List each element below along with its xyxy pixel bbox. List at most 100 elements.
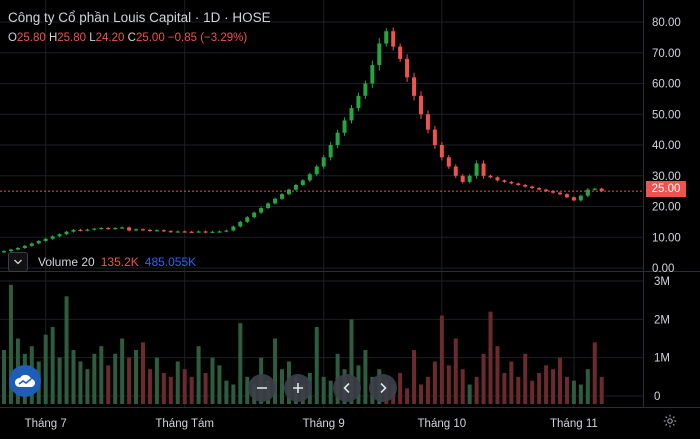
candle-body xyxy=(245,217,250,222)
logo[interactable] xyxy=(9,365,41,397)
zoom-out-button[interactable] xyxy=(248,374,276,402)
volume-legend: Volume 20 135.2K 485.055K xyxy=(8,252,196,272)
volume-bar xyxy=(488,311,493,404)
candle-body xyxy=(495,177,500,181)
gear-icon xyxy=(663,414,677,428)
candle-body xyxy=(571,197,576,201)
volume-bar xyxy=(71,350,76,404)
candle-body xyxy=(460,175,465,182)
candle-body xyxy=(314,166,319,175)
candle-body xyxy=(280,194,284,199)
candle-body xyxy=(585,189,590,196)
scroll-right-button[interactable] xyxy=(369,374,397,402)
volume-bar xyxy=(127,357,132,404)
zoom-in-button[interactable] xyxy=(284,374,312,402)
candle-body xyxy=(363,83,368,96)
volume-bar xyxy=(120,338,125,404)
volume-bar xyxy=(99,346,104,404)
volume-tick-label: 1M xyxy=(654,353,670,365)
volume-bar xyxy=(509,361,514,404)
volume-bar xyxy=(280,369,284,404)
candle-body xyxy=(592,188,597,190)
volume-tick-label: 0 xyxy=(654,391,660,403)
candle-body xyxy=(182,231,187,233)
candle-body xyxy=(175,231,180,233)
candle-body xyxy=(259,208,264,213)
candle-body xyxy=(15,248,20,250)
candle-body xyxy=(141,229,145,231)
candle-body xyxy=(391,31,396,47)
close-label: C xyxy=(127,32,136,44)
volume-bar xyxy=(592,342,597,404)
candle-body xyxy=(113,228,118,230)
candle-body xyxy=(419,95,423,115)
volume-bar xyxy=(203,373,208,404)
volume-bar xyxy=(425,376,430,404)
volume-bar xyxy=(182,369,187,404)
volume-bar xyxy=(141,342,145,404)
volume-bar xyxy=(196,346,201,404)
open-label: O xyxy=(8,32,17,44)
volume-bar xyxy=(175,361,180,404)
candle-body xyxy=(217,231,222,233)
volume-bar xyxy=(57,357,62,404)
volume-bar xyxy=(474,376,479,404)
volume-bar xyxy=(412,350,417,404)
candle-body xyxy=(8,249,13,252)
volume-bar xyxy=(481,353,486,404)
symbol-title[interactable]: Công ty Cổ phần Louis Capital · 1D · HOS… xyxy=(8,10,271,25)
candle-body xyxy=(544,189,549,192)
candle-body xyxy=(238,221,243,227)
candle-body xyxy=(134,229,139,231)
candle-body xyxy=(328,145,333,158)
volume-bar xyxy=(516,376,521,404)
candle-body xyxy=(446,157,451,167)
candle-body xyxy=(349,108,354,121)
high-value: 25.80 xyxy=(57,32,87,44)
time-tick-label: Tháng 9 xyxy=(303,418,345,430)
candle-body xyxy=(2,251,6,253)
price-tick-label: 80.00 xyxy=(652,17,681,29)
candle-body xyxy=(29,243,34,246)
scroll-left-button[interactable] xyxy=(333,374,361,402)
volume-bar xyxy=(224,380,229,404)
collapse-button[interactable] xyxy=(8,252,28,272)
candle-body xyxy=(120,227,125,229)
volume-bar xyxy=(78,361,83,404)
candle-body xyxy=(488,175,493,178)
candle-body xyxy=(412,77,417,96)
volume-bar xyxy=(599,376,604,404)
candle-body xyxy=(85,229,90,231)
candle-body xyxy=(432,129,437,145)
price-tick-label: 40.00 xyxy=(652,140,681,152)
candle-body xyxy=(377,43,382,66)
volume-bar xyxy=(189,376,194,404)
volume-bar xyxy=(544,365,549,404)
volume-bar xyxy=(446,365,451,404)
candle-body xyxy=(64,231,69,235)
candle-body xyxy=(78,229,83,232)
candle-body xyxy=(321,157,326,167)
candle-body xyxy=(335,132,340,145)
volume-bar xyxy=(92,353,97,404)
volume-bar xyxy=(85,369,90,404)
volume-bar xyxy=(523,353,528,404)
candle-body xyxy=(92,228,97,230)
volume-bar xyxy=(106,365,111,404)
price-tick-label: 50.00 xyxy=(652,109,681,121)
candle-body xyxy=(127,227,132,231)
ohlc-readout: O25.80 H25.80 L24.20 C25.00 −0.85 (−3.29… xyxy=(8,32,247,44)
change-value: −0.85 (−3.29%) xyxy=(167,32,248,44)
volume-bar xyxy=(530,380,535,404)
volume-bar xyxy=(537,373,542,404)
candle-body xyxy=(523,184,528,187)
settings-button[interactable] xyxy=(662,413,678,429)
volume-bar xyxy=(349,319,354,404)
time-tick-label: Tháng Tám xyxy=(155,418,214,430)
candle-body xyxy=(425,114,430,130)
volume-bar xyxy=(2,350,6,404)
grid-lines xyxy=(0,0,644,407)
volume-bar xyxy=(495,346,500,404)
